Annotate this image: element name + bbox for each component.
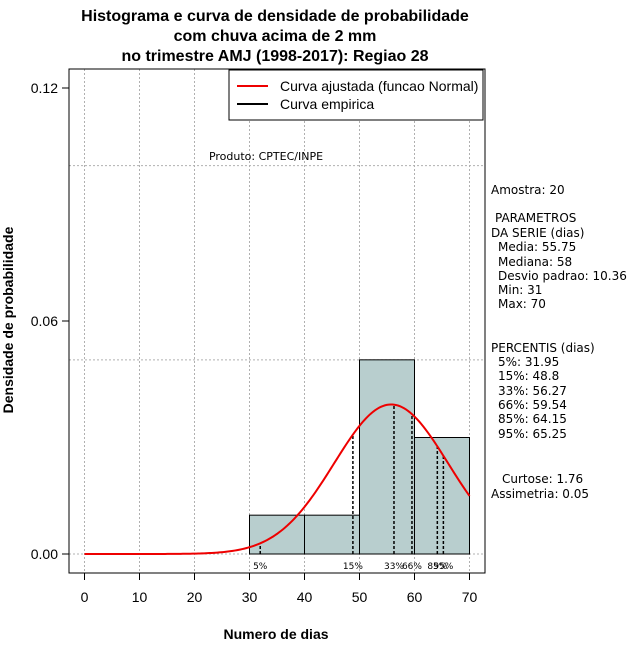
y-axis: 0.00 0.06 0.12 — [31, 80, 70, 562]
param-min: Min: 31 — [498, 283, 542, 297]
skewness: Assimetria: 0.05 — [491, 487, 589, 501]
histogram-bar-1 — [304, 514, 360, 555]
x-tick-label-2: 20 — [187, 589, 203, 605]
percentile-label-1: 15% — [343, 562, 363, 572]
x-axis: 0 10 20 30 40 50 60 70 — [81, 572, 478, 605]
kurtosis: Curtose: 1.76 — [502, 472, 583, 486]
x-tick-label-4: 40 — [297, 589, 313, 605]
bars-layer — [249, 359, 470, 555]
stats-panel: Amostra: 20 PARAMETROS DA SERIE (dias) M… — [491, 183, 627, 501]
x-tick-label-0: 0 — [81, 589, 89, 605]
y-tick-label-0: 0.00 — [31, 546, 58, 562]
percentil-95: 95%: 65.25 — [498, 427, 567, 441]
chart-title-line-3: no trimestre AMJ (1998-2017): Regiao 28 — [121, 48, 428, 65]
chart-title-line-2: com chuva acima de 2 mm — [174, 28, 377, 45]
param-stddev: Desvio padrao: 10.36 — [498, 269, 627, 283]
percentil-5: 5%: 31.95 — [498, 355, 559, 369]
percentile-label-2: 33% — [384, 562, 404, 572]
param-max: Max: 70 — [498, 297, 546, 311]
percentil-15: 15%: 48.8 — [498, 369, 559, 383]
x-axis-label: Numero de dias — [223, 626, 328, 642]
percentile-label-3: 66% — [402, 562, 422, 572]
product-label: Produto: CPTEC/INPE — [209, 150, 323, 163]
percentile-label-4: 85% — [427, 562, 447, 572]
histogram-bar-3 — [414, 437, 470, 555]
percentile-label-0: 5% — [253, 562, 268, 572]
params-title-1: PARAMETROS — [495, 211, 576, 225]
percentile-label-5: 95% — [433, 562, 453, 572]
normal-fit-curve — [84, 403, 471, 555]
chart-title-line-1: Histograma e curva de densidade de proba… — [81, 8, 469, 25]
legend: Curva ajustada (funcao Normal) Curva emp… — [228, 69, 484, 121]
x-tick-label-7: 70 — [462, 589, 478, 605]
legend-label-empirical: Curva empirica — [280, 96, 374, 112]
percentis-title: PERCENTIS (dias) — [491, 341, 595, 355]
y-axis-label: Densidade de probabilidade — [0, 226, 16, 413]
percentil-33: 33%: 56.27 — [498, 384, 567, 398]
x-tick-label-5: 50 — [352, 589, 368, 605]
legend-label-fit: Curva ajustada (funcao Normal) — [280, 78, 478, 94]
percentil-85: 85%: 64.15 — [498, 412, 567, 426]
sample-size: Amostra: 20 — [491, 183, 565, 197]
histogram-bar-2 — [359, 359, 415, 555]
x-tick-label-1: 10 — [132, 589, 148, 605]
percentile-layer: 5% 15% 33%66% 85%95% — [253, 404, 454, 572]
percentil-66: 66%: 59.54 — [498, 398, 567, 412]
y-tick-label-1: 0.06 — [31, 313, 58, 329]
param-mean: Media: 55.75 — [498, 240, 576, 254]
x-tick-label-3: 30 — [242, 589, 258, 605]
param-median: Mediana: 58 — [498, 255, 572, 269]
x-tick-label-6: 60 — [407, 589, 423, 605]
legend-box — [228, 69, 484, 121]
params-title-2: DA SERIE (dias) — [491, 226, 584, 240]
y-tick-label-2: 0.12 — [31, 80, 58, 96]
